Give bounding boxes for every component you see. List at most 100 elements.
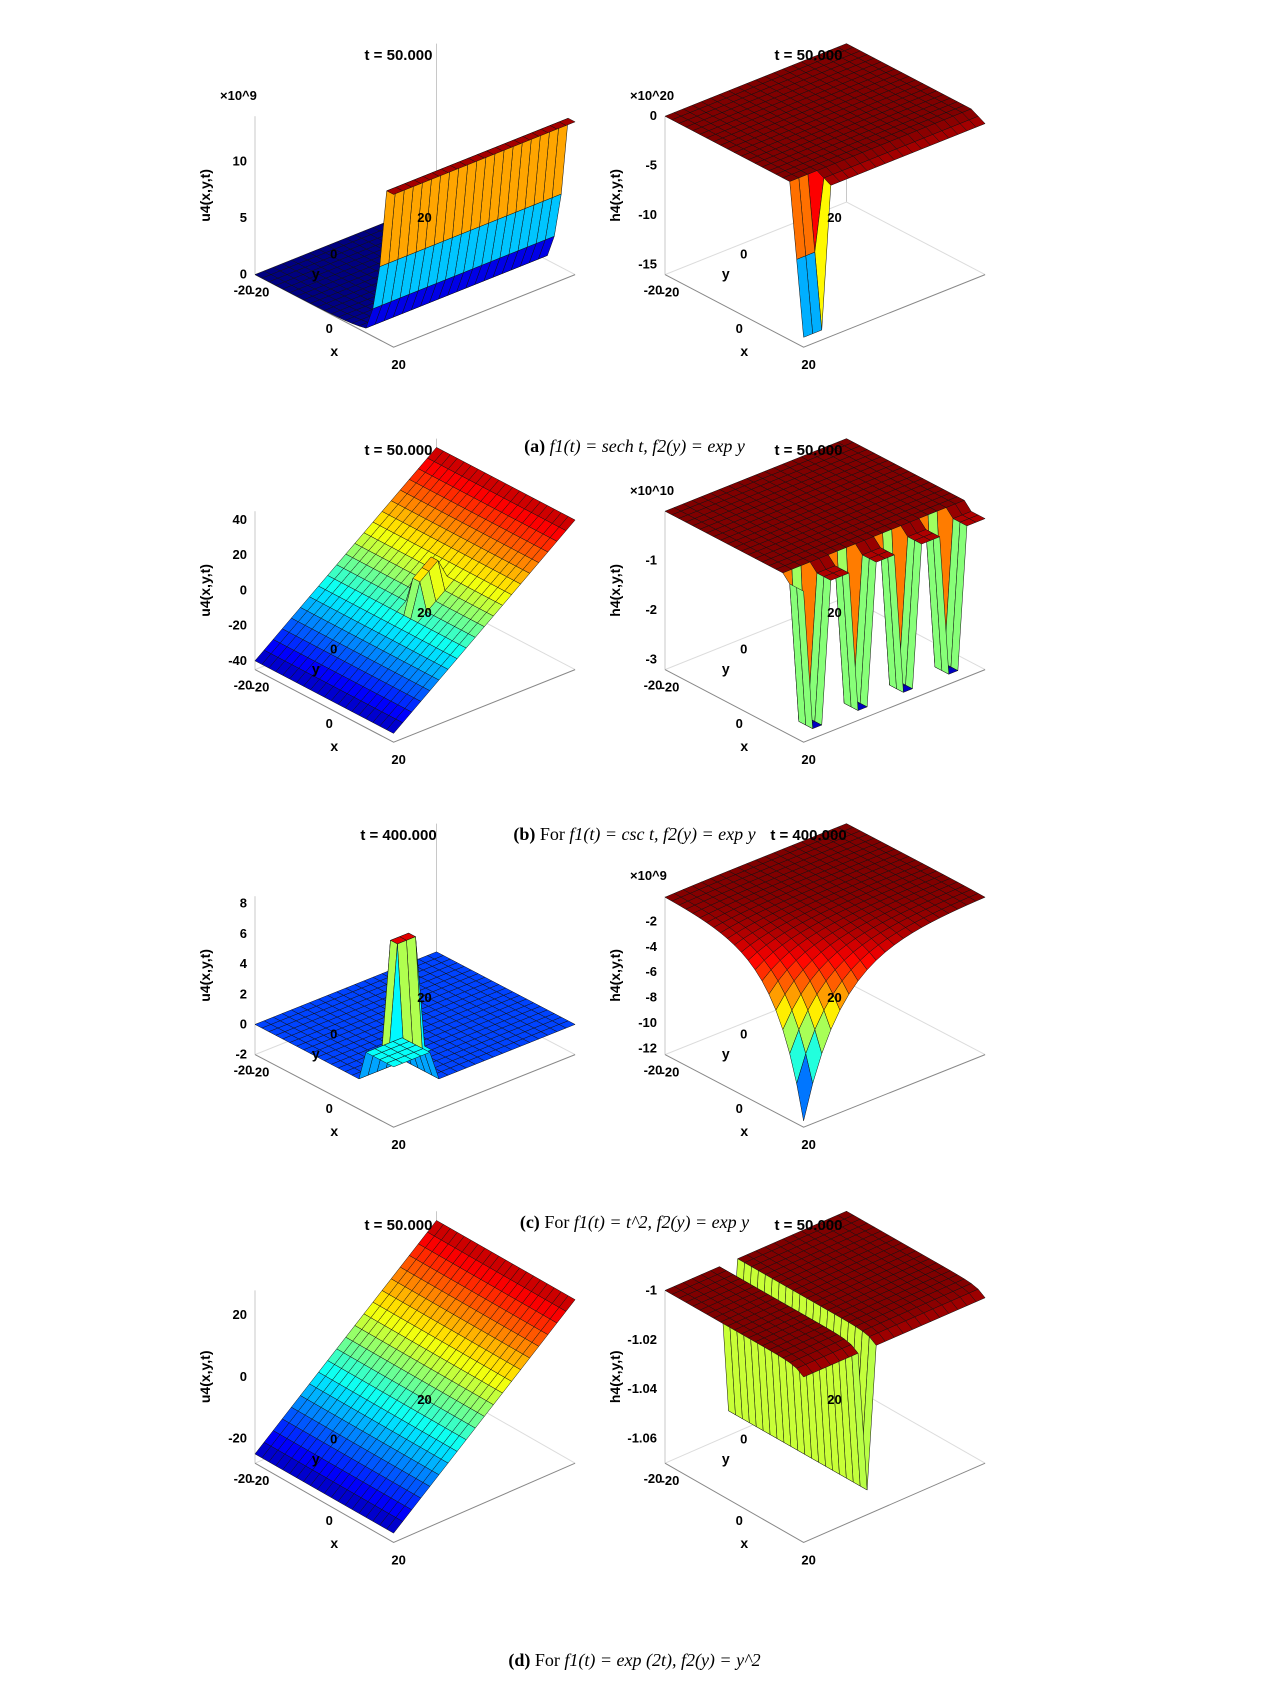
y-axis-label: y	[312, 1045, 320, 1061]
y-tick-label: 20	[417, 990, 431, 1005]
plot-title: t = 400.000	[770, 827, 846, 844]
surface-plot-1: t = 50.000×10^90510-20020200-20xyu4(x,y,…	[197, 43, 576, 372]
z-tick-label: -1.06	[627, 1431, 657, 1446]
z-axis-label: h4(x,y,t)	[607, 949, 623, 1002]
surface-mesh	[664, 43, 986, 338]
x-tick-label: -20	[661, 1473, 680, 1488]
y-tick-label: 0	[740, 641, 747, 656]
z-axis-label: u4(x,y,t)	[197, 169, 213, 222]
z-tick-label: 0	[650, 108, 657, 123]
z-tick-label: -2	[645, 602, 657, 617]
caption-b: (b) For f1(t) = csc t, f2(y) = exp y	[0, 824, 1269, 845]
y-tick-label: 0	[740, 1026, 747, 1041]
plot-title: t = 50.000	[365, 442, 433, 459]
x-axis-label: x	[740, 343, 748, 359]
y-axis-label: y	[722, 1451, 730, 1467]
x-tick-label: 0	[736, 321, 743, 336]
y-tick-label: -20	[234, 1063, 253, 1078]
caption-b-text: f1(t) = csc t, f2(y) = exp y	[569, 824, 756, 844]
z-tick-label: 0	[240, 1016, 247, 1031]
x-tick-label: 0	[326, 1101, 333, 1116]
z-tick-label: 4	[240, 956, 248, 971]
x-tick-label: 0	[326, 1513, 333, 1528]
y-axis-label: y	[312, 265, 320, 281]
y-axis-label: y	[312, 660, 320, 676]
x-axis-label: x	[740, 1123, 748, 1139]
z-tick-label: -6	[645, 964, 657, 979]
z-axis-label: h4(x,y,t)	[607, 564, 623, 617]
x-axis-label: x	[740, 1535, 748, 1551]
z-tick-label: -10	[638, 1015, 657, 1030]
y-tick-label: 0	[740, 246, 747, 261]
surface-plot-5: t = 400.000-202468-20020200-20xyu4(x,y,t…	[197, 823, 576, 1152]
y-tick-label: 0	[330, 1432, 337, 1447]
z-tick-label: -10	[638, 207, 657, 222]
x-tick-label: 0	[326, 321, 333, 336]
caption-d-label: (d)	[508, 1650, 531, 1670]
z-axis-label: h4(x,y,t)	[607, 1350, 623, 1403]
x-tick-label: 20	[391, 1552, 405, 1567]
x-tick-label: 20	[801, 752, 815, 767]
surface-plot-8: t = 50.000 -1 -1.02 -1.04 -1.06 -20 0 20 20 0 -20 x…	[607, 1210, 986, 1567]
surface-plot-4: t = 50.000 ×10^10 -1 -2 -3 -20 0 20 20 0 -20 x y h4(x…	[607, 438, 986, 767]
x-tick-label: -20	[661, 285, 680, 300]
x-tick-label: -20	[251, 285, 270, 300]
z-tick-label: -20	[228, 618, 247, 633]
surface-mesh	[664, 823, 986, 1121]
z-tick-label: -1.02	[627, 1332, 657, 1347]
z-tick-label: -5	[645, 158, 657, 173]
x-tick-label: 20	[391, 1137, 405, 1152]
y-tick-label: 20	[417, 605, 431, 620]
surface-mesh	[664, 1210, 986, 1491]
z-tick-label: 0	[240, 1369, 247, 1384]
y-tick-label: 0	[330, 246, 337, 261]
caption-d: (d) For f1(t) = exp (2t), f2(y) = y^2	[0, 1650, 1269, 1671]
x-tick-label: 20	[801, 1552, 815, 1567]
plot-title: t = 50.000	[365, 1217, 433, 1234]
x-axis-label: x	[330, 1123, 338, 1139]
y-tick-label: 20	[827, 605, 841, 620]
plot-title: t = 50.000	[365, 47, 433, 64]
y-tick-label: -20	[644, 283, 663, 298]
x-tick-label: 0	[326, 716, 333, 731]
y-tick-label: -20	[234, 283, 253, 298]
x-tick-label: -20	[251, 680, 270, 695]
z-tick-label: 10	[233, 153, 247, 168]
y-tick-label: 0	[330, 641, 337, 656]
exponent-label: ×10^20	[630, 88, 674, 103]
caption-a-label: (a)	[524, 436, 546, 456]
z-tick-label: -8	[645, 990, 657, 1005]
y-tick-label: 0	[740, 1432, 747, 1447]
x-axis-label: x	[330, 1535, 338, 1551]
y-tick-label: -20	[644, 678, 663, 693]
x-tick-label: 20	[391, 357, 405, 372]
y-tick-label: -20	[644, 1063, 663, 1078]
x-tick-label: 20	[801, 1137, 815, 1152]
exponent-label: ×10^9	[630, 868, 667, 883]
plot-title: t = 50.000	[775, 442, 843, 459]
surface-mesh	[664, 438, 986, 730]
z-tick-label: -3	[645, 652, 657, 667]
plot-title: t = 50.000	[775, 47, 843, 64]
z-tick-label: -2	[235, 1047, 247, 1062]
z-tick-label: -4	[645, 939, 657, 954]
x-tick-label: 20	[801, 357, 815, 372]
z-tick-label: -15	[638, 257, 657, 272]
z-tick-label: 20	[233, 547, 247, 562]
z-tick-label: 0	[240, 267, 247, 282]
caption-a: (a) f1(t) = sech t, f2(y) = exp y	[0, 436, 1269, 457]
z-axis-label: u4(x,y,t)	[197, 1350, 213, 1403]
surface-plot-7: t = 50.000 -20 0 20 -20 0 20 20 0 -20 x y u4(x,y,t)	[197, 1211, 576, 1567]
y-tick-label: 20	[827, 990, 841, 1005]
y-tick-label: 20	[827, 1392, 841, 1407]
z-tick-label: -2	[645, 914, 657, 929]
z-tick-label: 2	[240, 986, 247, 1001]
x-tick-label: 0	[736, 716, 743, 731]
plot-title: t = 50.000	[775, 1217, 843, 1234]
z-tick-label: -40	[228, 653, 247, 668]
caption-d-text: f1(t) = exp (2t), f2(y) = y^2	[564, 1650, 761, 1670]
caption-c-label: (c)	[519, 1212, 540, 1232]
surface-mesh	[254, 932, 576, 1080]
y-tick-label: -20	[234, 678, 253, 693]
